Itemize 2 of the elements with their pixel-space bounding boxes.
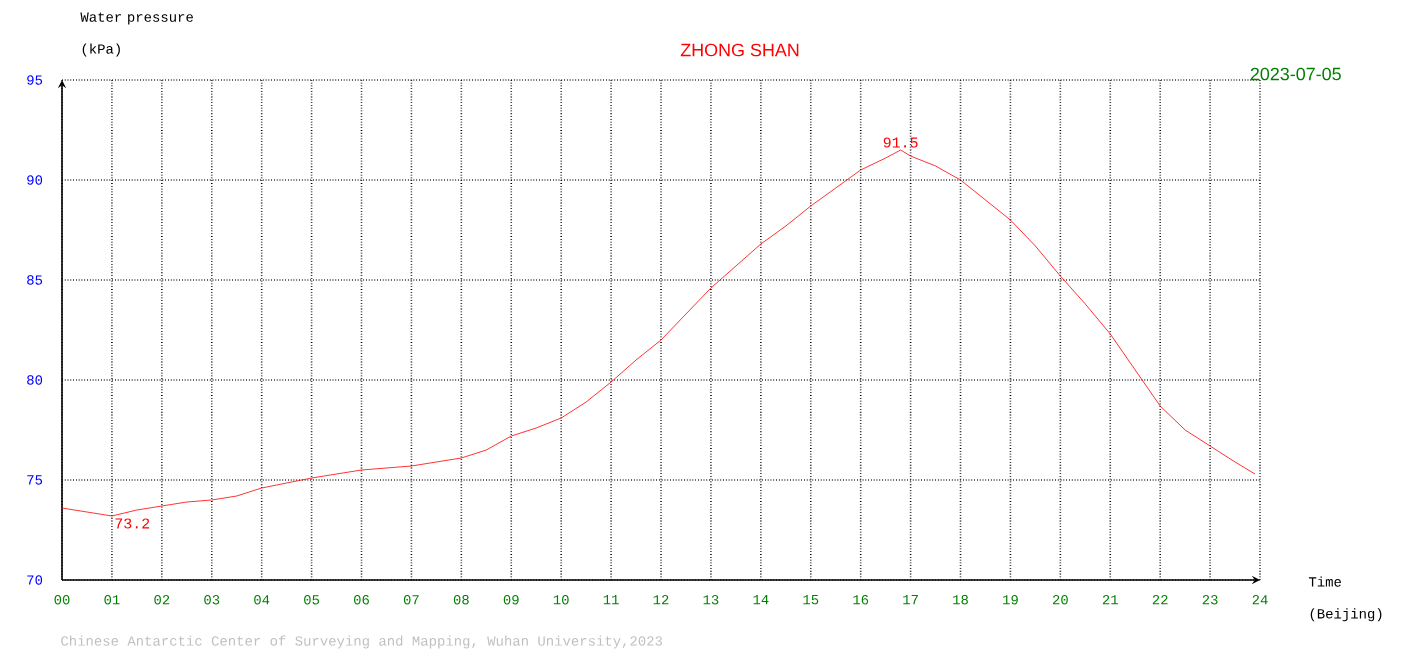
chart-subtitle: 2023-07-05 (1250, 67, 1341, 81)
chart-title: ZHONG SHAN (680, 43, 799, 57)
